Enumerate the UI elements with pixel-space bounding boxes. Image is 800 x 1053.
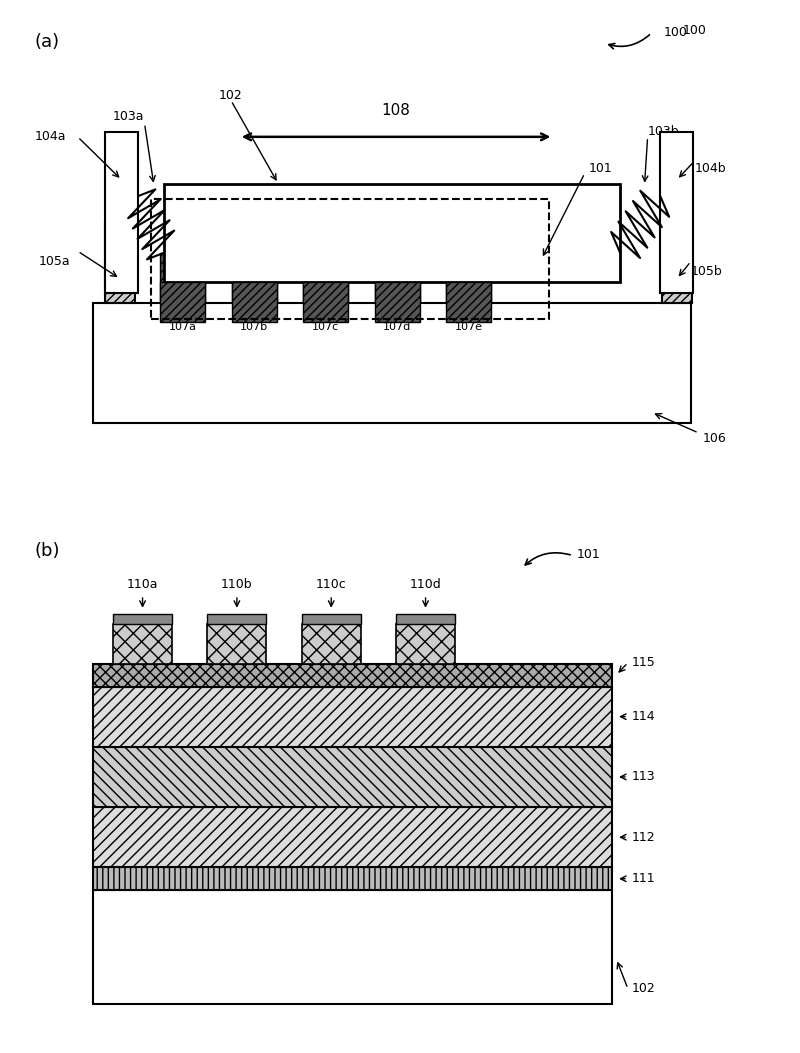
- Bar: [106, 222, 135, 303]
- Bar: [396, 624, 455, 663]
- Text: 115: 115: [632, 656, 656, 669]
- Bar: [94, 807, 612, 868]
- Bar: [232, 253, 277, 303]
- Text: 110c: 110c: [316, 578, 346, 591]
- Text: 102: 102: [632, 982, 656, 995]
- Bar: [375, 282, 420, 322]
- Text: 110a: 110a: [126, 578, 158, 591]
- Text: 107b: 107b: [240, 322, 268, 332]
- Text: 110b: 110b: [221, 578, 253, 591]
- Bar: [446, 282, 491, 322]
- Text: 107e: 107e: [454, 322, 482, 332]
- Bar: [113, 624, 172, 663]
- Text: 107d: 107d: [383, 322, 411, 332]
- Bar: [302, 614, 361, 624]
- Text: 112: 112: [632, 831, 655, 843]
- Bar: [662, 222, 692, 303]
- Text: 100: 100: [663, 26, 687, 39]
- Bar: [94, 868, 612, 890]
- Bar: [164, 183, 620, 282]
- Bar: [303, 253, 348, 303]
- Bar: [94, 303, 691, 422]
- Text: 101: 101: [577, 548, 601, 561]
- Bar: [207, 624, 266, 663]
- Text: 107a: 107a: [169, 322, 197, 332]
- Bar: [106, 132, 138, 293]
- Bar: [302, 624, 361, 663]
- Text: 111: 111: [632, 872, 655, 886]
- Text: 113: 113: [632, 771, 655, 783]
- Bar: [94, 687, 612, 747]
- Text: 107c: 107c: [312, 322, 339, 332]
- Bar: [160, 282, 205, 322]
- Text: 114: 114: [632, 710, 655, 723]
- Text: 108: 108: [382, 103, 410, 118]
- Text: 103b: 103b: [648, 125, 679, 138]
- Text: 106: 106: [702, 432, 726, 444]
- Text: 104a: 104a: [34, 131, 66, 143]
- Bar: [94, 663, 612, 687]
- Bar: [232, 282, 277, 322]
- Bar: [160, 253, 205, 303]
- Text: 100: 100: [683, 24, 707, 37]
- Bar: [151, 199, 549, 319]
- Bar: [396, 614, 455, 624]
- Bar: [660, 132, 694, 293]
- Bar: [207, 614, 266, 624]
- Text: 105a: 105a: [38, 255, 70, 269]
- Text: 105b: 105b: [691, 265, 722, 278]
- Text: (b): (b): [34, 542, 60, 560]
- Bar: [303, 282, 348, 322]
- Bar: [94, 890, 612, 1005]
- Text: 103a: 103a: [113, 110, 145, 122]
- Bar: [113, 614, 172, 624]
- Bar: [375, 253, 420, 303]
- Text: 104b: 104b: [694, 161, 726, 175]
- Text: (a): (a): [34, 33, 59, 51]
- Bar: [446, 253, 491, 303]
- Text: 102: 102: [219, 88, 243, 102]
- Text: 110d: 110d: [410, 578, 442, 591]
- Text: 101: 101: [589, 161, 613, 175]
- Bar: [94, 747, 612, 807]
